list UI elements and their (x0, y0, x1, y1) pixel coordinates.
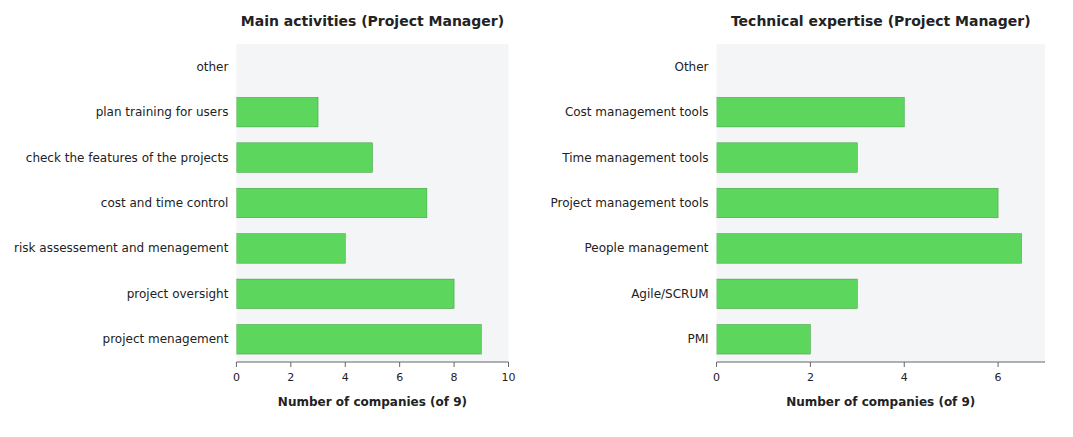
category-label: other (196, 60, 228, 74)
tick-label: 2 (287, 371, 294, 384)
tick-mark (716, 362, 717, 367)
tick-label: 4 (901, 371, 908, 384)
tick-mark (454, 362, 455, 367)
tick-label: 0 (233, 371, 240, 384)
chart-title: Technical expertise (Project Manager) (731, 13, 1031, 29)
tick-label: 0 (713, 371, 720, 384)
figure: 0 2 4 6 8 10 other plan training for users check… (0, 0, 1073, 437)
bar (717, 279, 858, 309)
category-label: plan training for users (96, 105, 229, 119)
tick-mark (810, 362, 811, 367)
bar (236, 325, 481, 355)
bar (717, 52, 718, 82)
x-axis-label: Number of companies (of 9) (786, 395, 975, 409)
category-label: People management (584, 241, 708, 255)
bar (236, 188, 426, 218)
plot-background (717, 44, 1045, 362)
tick-label: 8 (451, 371, 458, 384)
plot-background (236, 44, 508, 362)
tick-mark (508, 362, 509, 367)
category-label: Other (674, 60, 708, 74)
bar (236, 234, 345, 264)
x-axis-label: Number of companies (of 9) (278, 395, 467, 409)
bar (717, 143, 858, 173)
bar (717, 188, 999, 218)
tick-mark (345, 362, 346, 367)
tick-mark (236, 362, 237, 367)
tick-label: 4 (342, 371, 349, 384)
bar (236, 97, 318, 127)
category-label: PMI (687, 332, 708, 346)
tick-mark (904, 362, 905, 367)
bars (717, 97, 1022, 354)
bars (236, 97, 481, 354)
page: {"chart_data": [ {"type": "bar", "orient… (0, 0, 1073, 437)
bar (236, 52, 237, 82)
tick-label: 10 (502, 371, 516, 384)
category-label: Project management tools (551, 196, 709, 210)
category-label: Agile/SCRUM (631, 287, 708, 301)
tick-label: 2 (807, 371, 814, 384)
category-label: project oversight (127, 287, 229, 301)
category-label: risk assessement and menagement (14, 241, 229, 255)
category-label: cost and time control (101, 196, 229, 210)
chart-title: Main activities (Project Manager) (241, 13, 504, 29)
chart-panel: 0 2 4 6 Other Cost management tools Time manag… (551, 13, 1046, 409)
category-label: Time management tools (561, 151, 708, 165)
tick-mark (290, 362, 291, 367)
x-axis-line (717, 362, 1045, 363)
tick-label: 6 (396, 371, 403, 384)
bar (236, 143, 372, 173)
category-label: Cost management tools (565, 105, 709, 119)
x-axis-line (236, 362, 508, 363)
bar (236, 279, 454, 309)
bar (717, 325, 811, 355)
bar (717, 97, 905, 127)
chart-panel: 0 2 4 6 8 10 other plan training for users check… (14, 13, 516, 409)
tick-mark (998, 362, 999, 367)
bar (717, 234, 1022, 264)
category-label: check the features of the projects (26, 151, 229, 165)
tick-mark (399, 362, 400, 367)
category-label: project menagement (103, 332, 229, 346)
tick-label: 6 (995, 371, 1002, 384)
